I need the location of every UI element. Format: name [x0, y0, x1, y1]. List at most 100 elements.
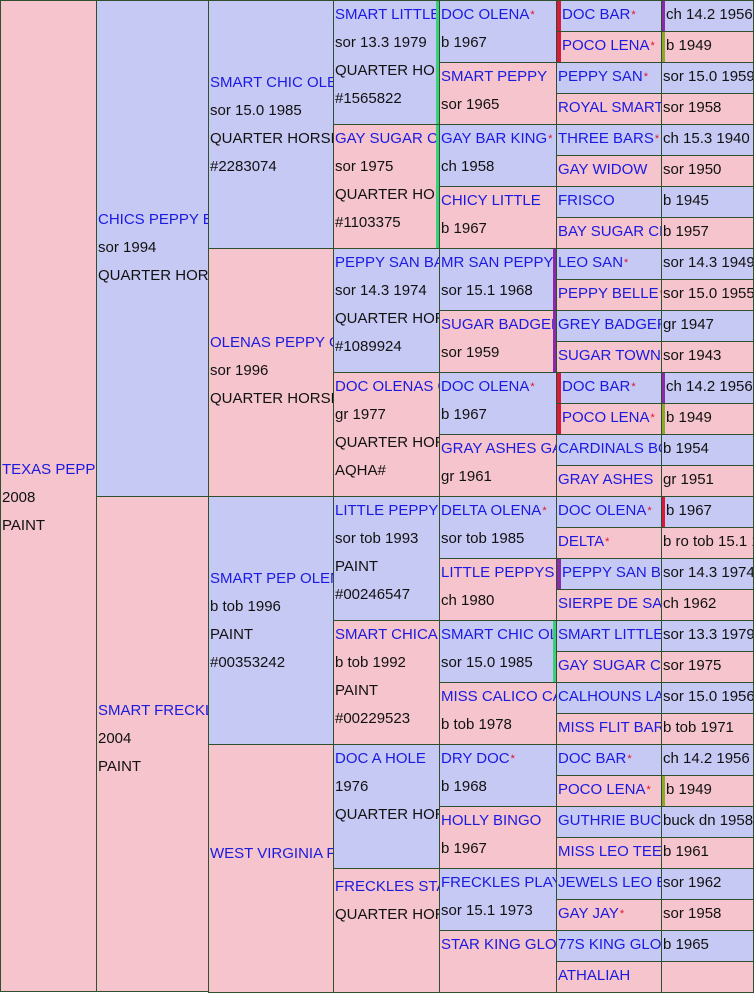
- horse-name-link[interactable]: GAY WIDOW: [558, 161, 648, 178]
- horse-name-link[interactable]: GUTHRIE BUCK: [558, 812, 662, 829]
- pedigree-cell: GUTHRIE BUCK*: [556, 806, 662, 838]
- horse-name-link[interactable]: 77S KING GLO BOY: [558, 936, 662, 953]
- horse-name-link[interactable]: MISS CALICO CALHOUN: [441, 688, 556, 705]
- horse-name-link[interactable]: PEPPY SAN BADGER: [335, 254, 439, 271]
- horse-info-line: QUARTER HORSE: [335, 310, 439, 327]
- horse-name-line: OLENAS PEPPY GAL: [210, 329, 333, 357]
- horse-name-link[interactable]: LITTLE PEPPY OLENA: [335, 502, 439, 519]
- horse-name-link[interactable]: SMART CHIC OLENA: [441, 626, 557, 643]
- horse-info-line: sor 1943: [663, 347, 722, 364]
- horse-name-link[interactable]: TEXAS PEPPY LENA: [2, 461, 96, 478]
- horse-name-link[interactable]: LEO SAN: [558, 254, 624, 271]
- horse-name-link[interactable]: POCO LENA: [562, 37, 650, 54]
- horse-name-link[interactable]: CHICY LITTLE: [441, 192, 541, 209]
- horse-name-link[interactable]: FRISCO: [558, 192, 615, 209]
- horse-name-line: GAY BAR KING*: [441, 125, 556, 153]
- horse-name-link[interactable]: LITTLE PEPPYS SAL: [441, 564, 556, 581]
- horse-name-line: SUGAR BADGER*: [441, 311, 556, 339]
- pedigree-cell: DOC OLENA* b 1967: [439, 372, 557, 435]
- horse-name-link[interactable]: DELTA: [558, 533, 605, 550]
- horse-name-link[interactable]: CALHOUNS LASAN: [558, 688, 661, 705]
- horse-name-link[interactable]: ROYAL SMART: [558, 99, 662, 116]
- horse-name-link[interactable]: POCO LENA: [562, 409, 650, 426]
- horse-name-link[interactable]: FRECKLES STAR GLO: [335, 878, 439, 895]
- horse-name-link[interactable]: MR SAN PEPPY: [441, 254, 554, 271]
- horse-name-link[interactable]: SUGAR TOWNLEY: [558, 347, 661, 364]
- horse-name-link[interactable]: GAY SUGAR CHIC: [335, 130, 439, 147]
- pedigree-cell: PEPPY SAN*: [556, 62, 662, 94]
- horse-info-cell: gr 1947: [661, 310, 754, 342]
- horse-name-link[interactable]: MISS FLIT BAR NONE: [558, 719, 662, 736]
- horse-name-link[interactable]: ATHALIAH: [558, 967, 631, 984]
- horse-info-line: b 1967: [441, 840, 487, 857]
- horse-name-link[interactable]: SMART LITTLE LENA: [335, 6, 440, 23]
- horse-name-link[interactable]: STAR KING GLO: [441, 936, 557, 953]
- horse-name-link[interactable]: SUGAR BADGER: [441, 316, 557, 333]
- horse-name-link[interactable]: SMART FRECKLE LENA: [98, 702, 208, 719]
- horse-info-line: sor tob 1985: [441, 530, 525, 547]
- horse-name-link[interactable]: GRAY ASHES GAL: [441, 440, 556, 457]
- horse-info-line: sor 1975: [663, 657, 722, 674]
- pedigree-cell: GAY WIDOW: [556, 155, 662, 187]
- horse-name-link[interactable]: SMART CHIC OLENA: [210, 74, 333, 91]
- horse-name-link[interactable]: SMART CHICA LENA: [335, 626, 439, 643]
- color-accent-bar: [662, 497, 665, 527]
- horse-name-link[interactable]: JEWELS LEO BARS: [558, 874, 661, 891]
- horse-info-cell: sor 1962: [661, 868, 754, 900]
- horse-name-link[interactable]: DOC OLENAS GAL: [335, 378, 439, 395]
- horse-info-line: sor 1959: [441, 344, 500, 361]
- horse-name-link[interactable]: DELTA OLENA: [441, 502, 542, 519]
- color-accent-bar: [557, 32, 561, 62]
- horse-name-link[interactable]: DOC A HOLE: [335, 750, 426, 767]
- horse-name-line: GAY JAY*: [558, 900, 661, 928]
- horse-info-line: b 1945: [663, 192, 709, 209]
- horse-name-link[interactable]: SMART LITTLE LENA: [558, 626, 662, 643]
- horse-name-link[interactable]: PEPPY SAN BADGER: [562, 564, 661, 581]
- horse-name-link[interactable]: PEPPY BELLE: [558, 285, 659, 302]
- horse-name-link[interactable]: DOC BAR: [562, 6, 631, 23]
- horse-name-link[interactable]: DOC BAR: [562, 378, 631, 395]
- horse-name-link[interactable]: POCO LENA: [558, 781, 646, 798]
- horse-name-line: TEXAS PEPPY LENA*: [2, 456, 96, 484]
- horse-info-line: b ro tob 15.1 1963: [663, 533, 753, 550]
- color-accent-bar: [557, 404, 561, 434]
- horse-name-link[interactable]: DRY DOC: [441, 750, 510, 767]
- horse-name-line: SMART CHIC OLENA*: [441, 621, 556, 649]
- horse-name-link[interactable]: THREE BARS: [558, 130, 654, 147]
- horse-name-link[interactable]: SMART PEP OLENA: [210, 570, 333, 587]
- horse-name-link[interactable]: PEPPY SAN: [558, 68, 643, 85]
- horse-info-line: sor 15.1 1973: [441, 902, 533, 919]
- horse-name-link[interactable]: SMART PEPPY: [441, 68, 548, 85]
- horse-name-line: LITTLE PEPPY OLENA: [335, 497, 439, 525]
- horse-name-link[interactable]: CARDINALS BOY: [558, 440, 661, 457]
- horse-name-link[interactable]: CHICS PEPPY BOY: [98, 211, 208, 228]
- horse-name-link[interactable]: DOC OLENA: [441, 378, 530, 395]
- pedigree-cell: POCO LENA*: [556, 403, 662, 435]
- horse-info-line: ch 14.2 1956: [666, 6, 753, 23]
- horse-name-link[interactable]: DOC OLENA: [558, 502, 647, 519]
- horse-name-link[interactable]: DOC OLENA: [441, 6, 530, 23]
- horse-name-link[interactable]: MISS LEO TEE: [558, 843, 662, 860]
- horse-name-link[interactable]: GREY BADGER III: [558, 316, 662, 333]
- pedigree-cell: PEPPY SAN BADGER*: [556, 558, 662, 590]
- horse-info-cell: sor 1975: [661, 651, 754, 683]
- horse-name-link[interactable]: HOLLY BINGO: [441, 812, 542, 829]
- horse-name-link[interactable]: WEST VIRGINIA FRECKLE: [210, 845, 333, 862]
- horse-info-line: sor 14.3 1974: [335, 282, 427, 299]
- horse-name-link[interactable]: FRECKLES PLAYBOY: [441, 874, 556, 891]
- horse-name-link[interactable]: BAY SUGAR CHIC: [558, 223, 661, 240]
- pedigree-cell: SUGAR BADGER* sor 1959: [439, 310, 557, 373]
- horse-name-link[interactable]: GAY JAY: [558, 905, 619, 922]
- horse-info-line: PAINT: [335, 558, 379, 575]
- horse-name-link[interactable]: DOC BAR: [558, 750, 627, 767]
- horse-info-line: buck dn 1958: [663, 812, 754, 829]
- horse-name-link[interactable]: GAY SUGAR CHIC: [558, 657, 661, 674]
- horse-info-cell: ch 15.3 1940: [661, 124, 754, 156]
- horse-name-link[interactable]: SIERPE DE SAL: [558, 595, 662, 612]
- horse-info-line: QUARTER HORSE: [335, 62, 439, 79]
- horse-name-link[interactable]: GAY BAR KING: [441, 130, 548, 147]
- horse-name-link[interactable]: GRAY ASHES: [558, 471, 654, 488]
- horse-name-line: SIERPE DE SAL: [558, 590, 661, 618]
- horse-name-link[interactable]: OLENAS PEPPY GAL: [210, 334, 333, 351]
- pedigree-cell: SMART PEP OLENA* b tob 1996 PAINT #00353242: [208, 496, 334, 745]
